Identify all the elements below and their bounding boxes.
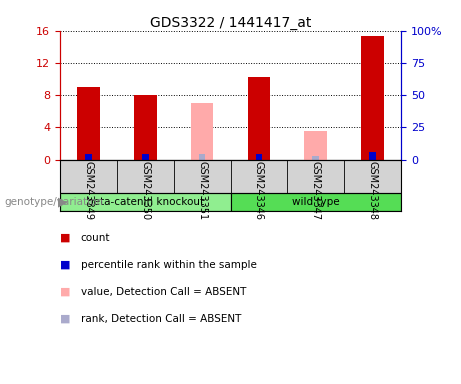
Bar xyxy=(304,131,327,160)
Text: GSM243350: GSM243350 xyxy=(140,161,150,220)
Bar xyxy=(199,154,206,160)
Text: ■: ■ xyxy=(60,260,71,270)
Bar xyxy=(142,154,148,160)
Bar xyxy=(85,154,92,160)
Text: value, Detection Call = ABSENT: value, Detection Call = ABSENT xyxy=(81,287,246,297)
Bar xyxy=(230,193,401,211)
Text: count: count xyxy=(81,233,110,243)
Bar xyxy=(361,36,384,160)
Text: ■: ■ xyxy=(60,233,71,243)
Text: ■: ■ xyxy=(60,287,71,297)
Text: percentile rank within the sample: percentile rank within the sample xyxy=(81,260,257,270)
Text: beta-catenin knockout: beta-catenin knockout xyxy=(87,197,204,207)
Bar xyxy=(313,156,319,160)
Title: GDS3322 / 1441417_at: GDS3322 / 1441417_at xyxy=(150,16,311,30)
Text: ■: ■ xyxy=(60,314,71,324)
Bar xyxy=(369,152,376,160)
Bar xyxy=(134,95,157,160)
Text: wild type: wild type xyxy=(292,197,340,207)
Text: GSM243348: GSM243348 xyxy=(367,161,378,220)
Text: genotype/variation: genotype/variation xyxy=(5,197,104,207)
Bar xyxy=(248,78,270,160)
Bar xyxy=(191,103,213,160)
Text: GSM243349: GSM243349 xyxy=(83,161,94,220)
Text: ▶: ▶ xyxy=(58,195,67,208)
Text: rank, Detection Call = ABSENT: rank, Detection Call = ABSENT xyxy=(81,314,241,324)
Bar xyxy=(255,154,262,160)
Text: GSM243351: GSM243351 xyxy=(197,161,207,220)
Bar xyxy=(60,193,230,211)
Text: GSM243346: GSM243346 xyxy=(254,161,264,220)
Text: GSM243347: GSM243347 xyxy=(311,161,321,220)
Bar xyxy=(77,87,100,160)
